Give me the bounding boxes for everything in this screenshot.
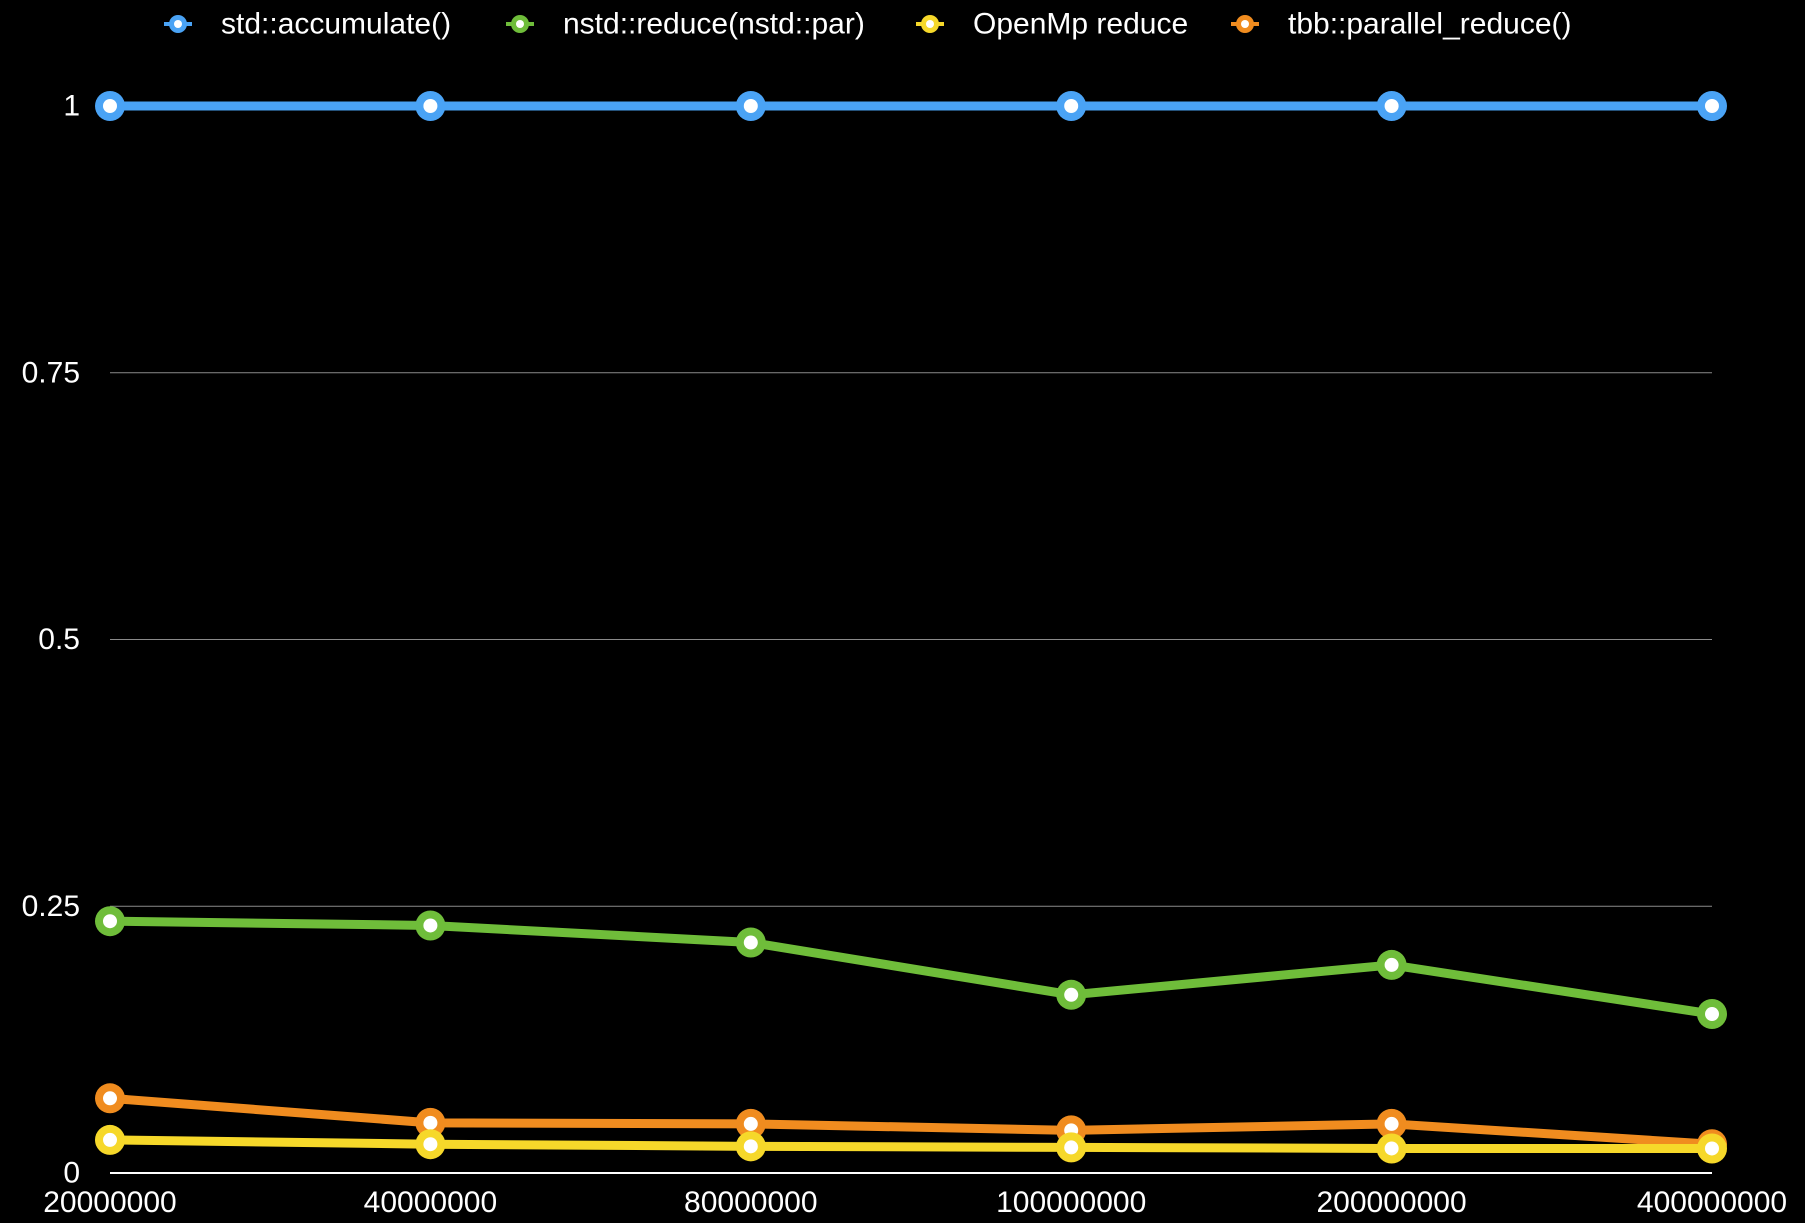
gridlines (110, 372, 1712, 907)
x-tick-label: 20000000 (43, 1186, 176, 1219)
legend-marker-center (174, 20, 182, 28)
series-lines (95, 91, 1727, 1164)
data-point-center (423, 1137, 438, 1152)
legend-label: nstd::reduce(nstd::par) (563, 8, 865, 41)
data-point-center (103, 1132, 117, 1147)
x-tick-label: 400000000 (1637, 1186, 1787, 1219)
y-tick-labels: 0 0.25 0.5 0.75 1 (22, 90, 80, 1190)
data-point-center (423, 1115, 438, 1130)
data-point-center (423, 918, 438, 933)
legend-marker-center (516, 20, 524, 28)
data-point-center (1384, 99, 1399, 113)
series-line (105, 916, 1717, 1019)
data-point-center (1384, 1116, 1399, 1131)
series-0 (95, 91, 1727, 121)
data-point-center (743, 1139, 758, 1154)
data-point-center (743, 1116, 758, 1131)
legend-label: OpenMp reduce (973, 8, 1188, 41)
data-point-center (1384, 1141, 1399, 1156)
series-line (105, 1135, 1717, 1153)
y-tick-label: 0 (63, 1157, 80, 1190)
x-tick-label: 80000000 (684, 1186, 817, 1219)
data-point-center (1384, 957, 1399, 972)
y-tick-label: 0.75 (22, 356, 80, 389)
data-point-center (1064, 1140, 1079, 1155)
data-point-center (1705, 1007, 1719, 1022)
data-point-center (1705, 99, 1719, 113)
data-point-center (743, 935, 758, 950)
data-point-center (1705, 1141, 1719, 1156)
x-tick-label: 200000000 (1317, 1186, 1467, 1219)
data-point-center (103, 914, 117, 929)
x-tick-label: 100000000 (996, 1186, 1146, 1219)
x-tick-label: 40000000 (364, 1186, 497, 1219)
series-line (105, 1093, 1717, 1149)
x-tick-labels: 20000000 40000000 80000000 100000000 2000000… (43, 1186, 1787, 1219)
y-tick-label: 1 (63, 90, 80, 123)
data-point-center (103, 1091, 117, 1106)
legend-label: std::accumulate() (221, 8, 451, 41)
data-point-center (103, 99, 117, 113)
data-point-center (743, 99, 758, 113)
data-point-center (1064, 987, 1079, 1002)
legend: std::accumulate() nstd::reduce(nstd::par)… (164, 8, 1572, 41)
legend-marker-center (926, 20, 934, 28)
data-point-center (1064, 99, 1079, 113)
y-tick-label: 0.5 (38, 623, 80, 656)
series-2 (95, 1124, 1727, 1164)
legend-label: tbb::parallel_reduce() (1288, 8, 1572, 41)
y-tick-label: 0.25 (22, 890, 80, 923)
legend-marker-center (1241, 20, 1249, 28)
data-point-center (423, 99, 438, 113)
series-1 (95, 906, 1727, 1030)
